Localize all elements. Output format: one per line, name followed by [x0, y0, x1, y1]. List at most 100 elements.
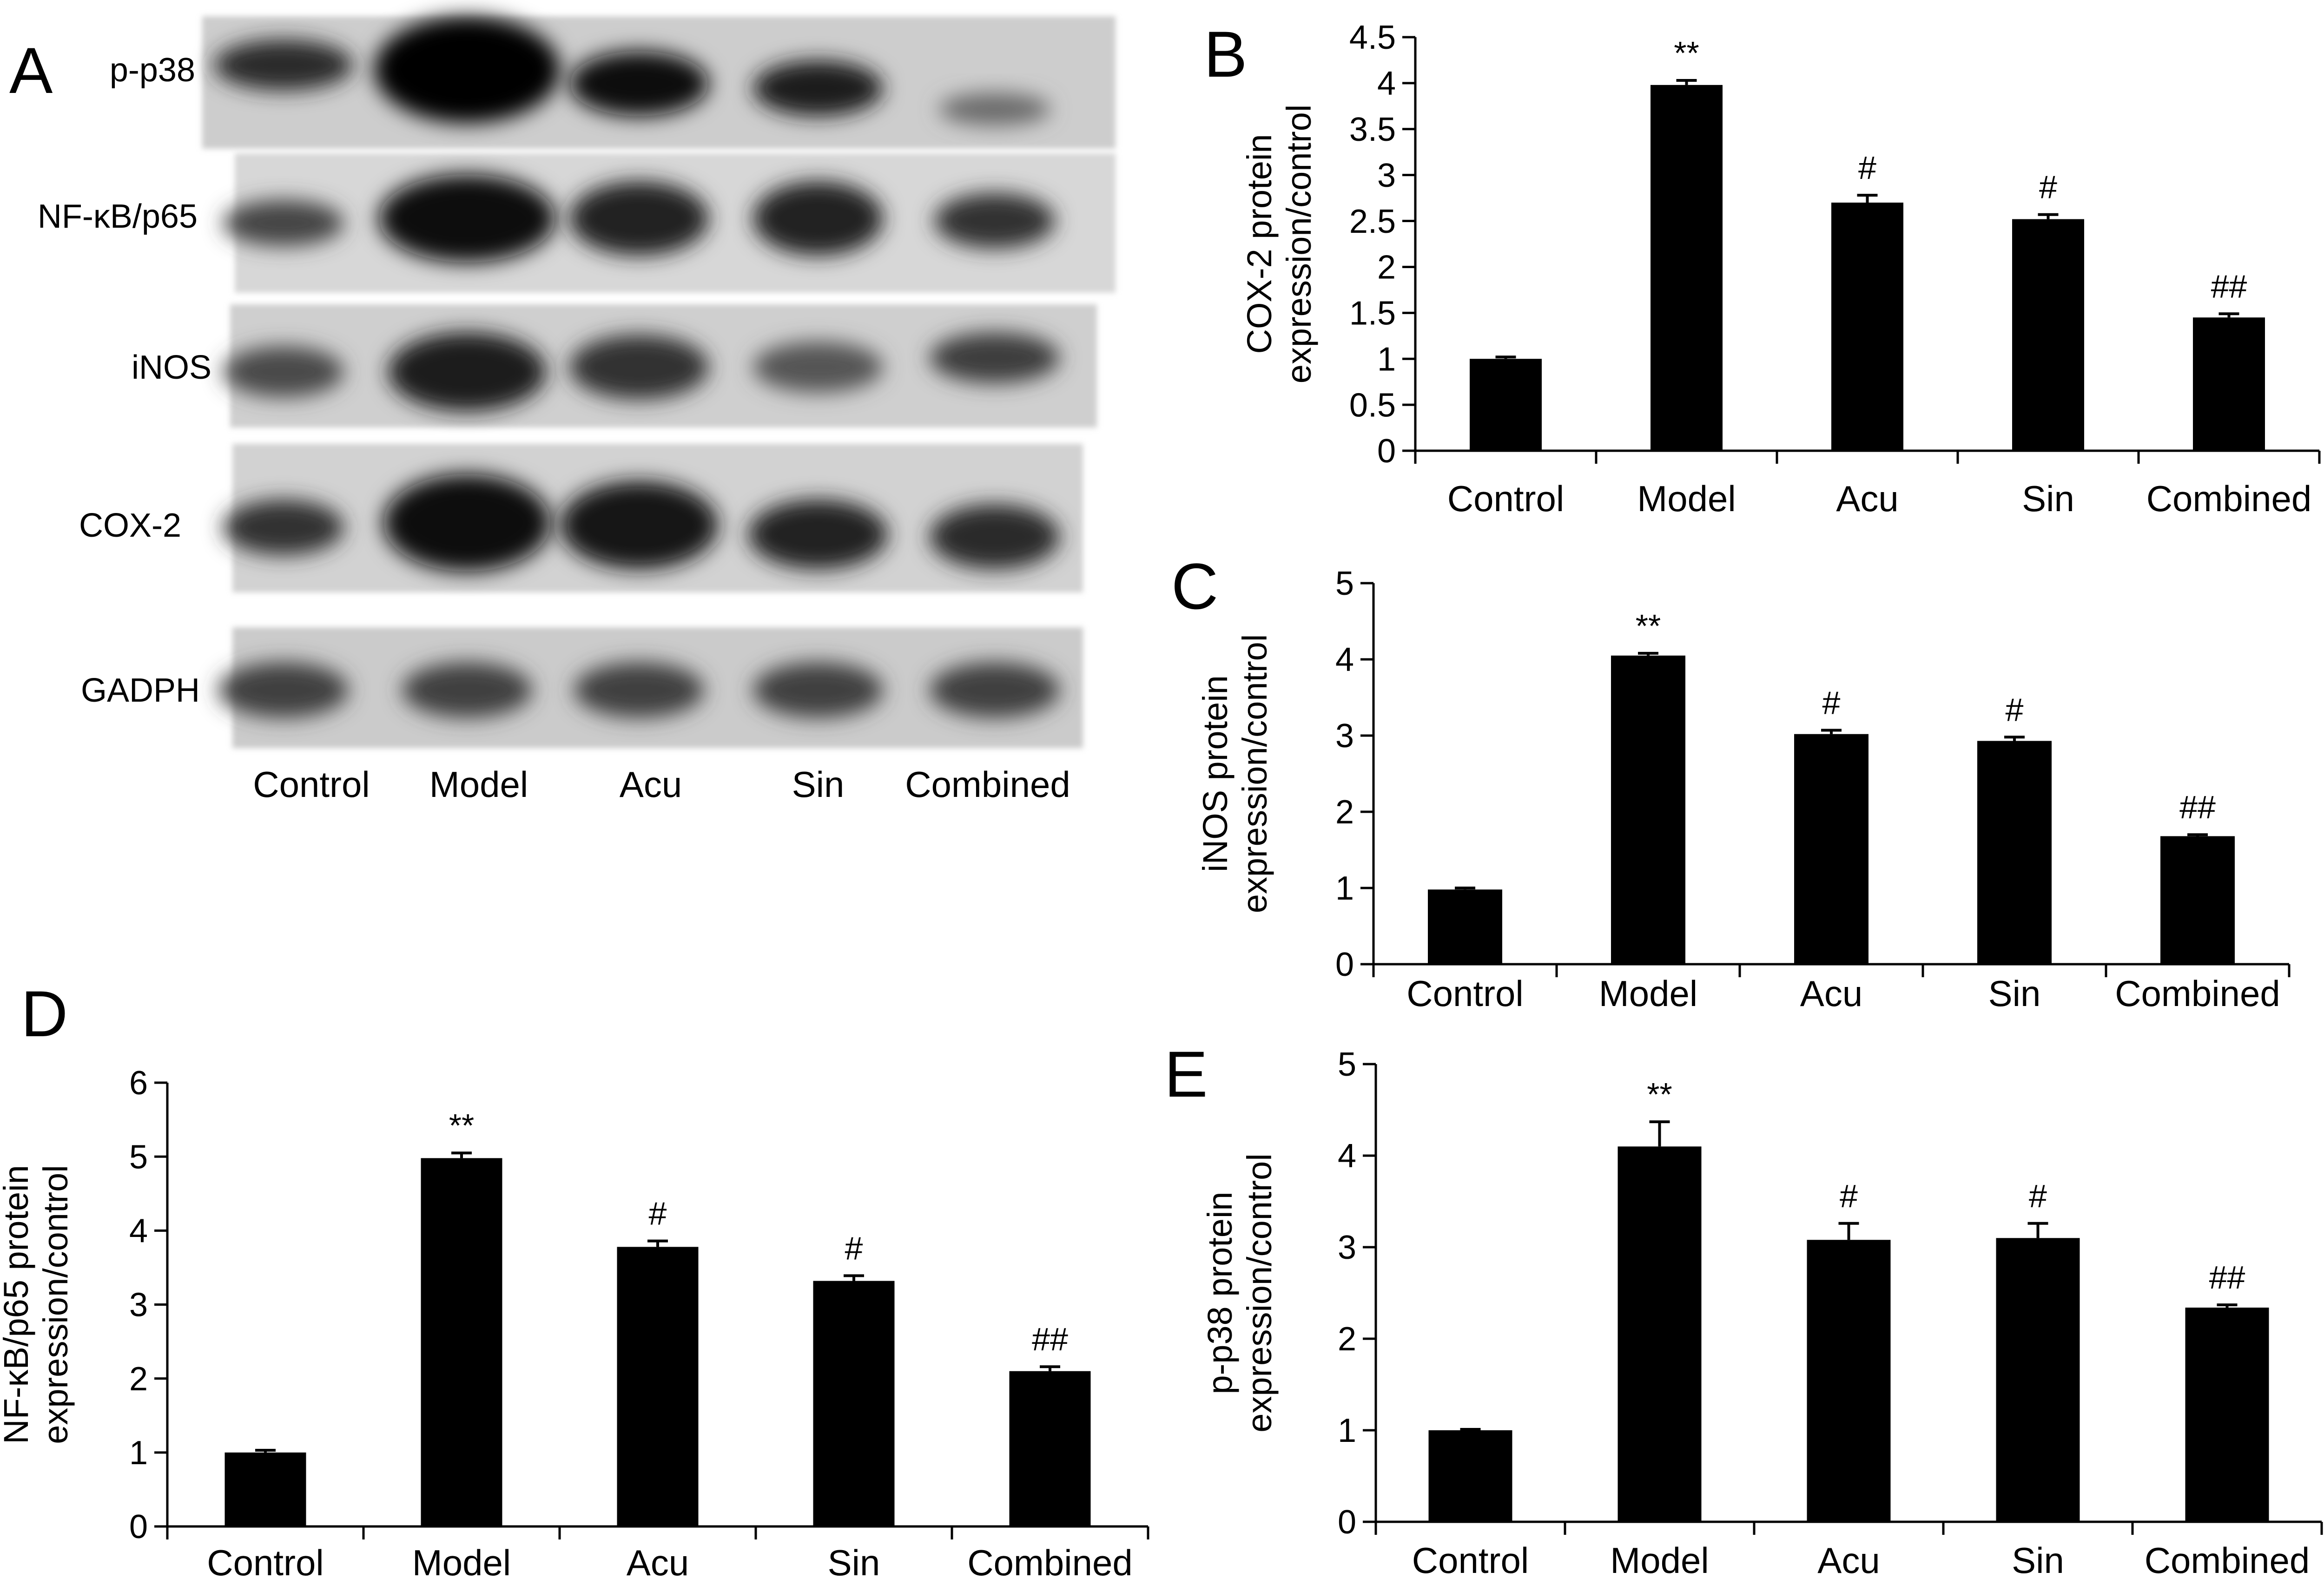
- chart-c-inos: 0 1 2 3 4 5 Control ** Model # Acu # Sin ## Combined iN…: [1196, 565, 2291, 1014]
- panel-letter-e: E: [1164, 1038, 1208, 1111]
- chart-b-bar-combined: [2193, 317, 2265, 451]
- chart-b-significance-label: #: [2039, 169, 2057, 205]
- panel-letter-b: B: [1204, 18, 1247, 91]
- chart-d-bar-acu: [617, 1247, 699, 1526]
- chart-c-significance-label: **: [1636, 608, 1661, 644]
- chart-d-y-axis-label: expression/control: [36, 1165, 75, 1444]
- chart-e-p-p38: 0 1 2 3 4 5 Control ** Model # Acu # Sin ## Combined p-…: [1201, 1046, 2323, 1581]
- blot-lane-sin: Sin: [792, 764, 845, 805]
- chart-d-y-tick-label: 3: [129, 1287, 148, 1324]
- chart-e-x-tick-label: Model: [1610, 1540, 1709, 1581]
- chart-e-y-tick-label: 3: [1338, 1229, 1356, 1266]
- chart-c-x-tick-label: Sin: [1988, 973, 2041, 1014]
- chart-b-y-tick-label: 2: [1377, 249, 1396, 286]
- chart-e-x-tick-label: Sin: [2012, 1540, 2064, 1581]
- blot-lane-acu: Acu: [620, 764, 682, 805]
- chart-b-bar-acu: [1831, 203, 1903, 451]
- blot-label-cox-2: COX-2: [79, 507, 181, 544]
- chart-b-x-tick-label: Combined: [2146, 478, 2312, 519]
- blot-row-gadph: [218, 627, 1083, 748]
- chart-e-x-tick-label: Combined: [2145, 1540, 2310, 1581]
- chart-b-y-tick-label: 4: [1377, 65, 1396, 102]
- chart-d-significance-label: #: [845, 1230, 863, 1266]
- chart-e-y-tick-label: 2: [1338, 1321, 1356, 1358]
- chart-e-significance-label: #: [2029, 1178, 2047, 1214]
- chart-b-x-tick-label: Control: [1447, 478, 1564, 519]
- chart-c-x-tick-label: Combined: [2115, 973, 2280, 1014]
- chart-b-y-tick-label: 3: [1377, 157, 1396, 194]
- blot-label-p-p38: p-p38: [110, 52, 195, 89]
- chart-c-y-axis-label: expression/control: [1235, 634, 1274, 914]
- chart-c-bar-model: [1611, 655, 1685, 964]
- chart-b-bar-model: [1651, 85, 1723, 451]
- blot-row-cox-2: [223, 444, 1083, 592]
- chart-b-significance-label: **: [1674, 35, 1699, 71]
- blot-row-p-p38: [202, 16, 1116, 149]
- chart-c-x-tick-label: Model: [1599, 973, 1697, 1014]
- chart-d-y-axis-label: NF-κB/p65 protein: [0, 1165, 35, 1444]
- panel-letter-a: A: [9, 34, 53, 107]
- chart-c-y-tick-label: 3: [1335, 717, 1354, 755]
- chart-b-x-tick-label: Acu: [1836, 478, 1898, 519]
- chart-b-y-axis-label: expression/control: [1280, 105, 1318, 384]
- chart-e-bar-combined: [2185, 1308, 2269, 1522]
- chart-b-cox2: 0 0.5 1 1.5 2 2.5 3 3.5 4 4.5 Control ** Model # Acu # S…: [1240, 19, 2321, 519]
- chart-e-significance-label: #: [1840, 1178, 1858, 1214]
- chart-e-y-axis-label: p-p38 protein: [1201, 1191, 1239, 1394]
- chart-b-y-tick-label: 0.5: [1349, 387, 1396, 424]
- chart-d-y-tick-label: 2: [129, 1361, 148, 1398]
- chart-d-bar-model: [421, 1158, 502, 1526]
- chart-d-x-tick-label: Sin: [828, 1542, 880, 1583]
- panel-letter-d: D: [21, 977, 68, 1050]
- chart-d-y-tick-label: 6: [129, 1065, 148, 1102]
- chart-e-bar-model: [1618, 1146, 1702, 1522]
- chart-c-bar-sin: [1977, 741, 2052, 964]
- chart-e-y-tick-label: 0: [1338, 1504, 1356, 1541]
- chart-e-y-tick-label: 4: [1338, 1138, 1356, 1175]
- chart-b-y-tick-label: 4.5: [1349, 19, 1396, 56]
- chart-b-y-axis-label: COX-2 protein: [1240, 134, 1279, 354]
- chart-b-y-tick-label: 3.5: [1349, 111, 1396, 148]
- chart-c-y-axis-label: iNOS protein: [1196, 675, 1235, 872]
- chart-c-significance-label: ##: [2179, 789, 2216, 825]
- chart-b-significance-label: #: [1858, 150, 1876, 186]
- chart-b-significance-label: ##: [2211, 268, 2247, 304]
- chart-d-x-tick-label: Combined: [967, 1542, 1133, 1583]
- chart-e-bar-acu: [1807, 1240, 1891, 1522]
- chart-e-x-tick-label: Control: [1412, 1540, 1529, 1581]
- chart-c-y-tick-label: 5: [1335, 565, 1354, 602]
- blot-label-nf-kb-p65: NF-κB/p65: [38, 198, 198, 235]
- chart-d-x-tick-label: Acu: [627, 1542, 689, 1583]
- chart-b-y-tick-label: 0: [1377, 433, 1396, 470]
- chart-e-bar-control: [1428, 1430, 1512, 1522]
- chart-d-significance-label: **: [449, 1107, 474, 1144]
- chart-c-x-tick-label: Acu: [1800, 973, 1862, 1014]
- chart-d-significance-label: ##: [1032, 1321, 1068, 1357]
- chart-d-significance-label: #: [649, 1196, 667, 1232]
- blot-label-inos: iNOS: [132, 349, 211, 386]
- panel-letter-c: C: [1171, 550, 1218, 623]
- chart-b-x-tick-label: Sin: [2022, 478, 2074, 519]
- chart-c-y-tick-label: 4: [1335, 641, 1354, 678]
- western-blot-panel: p-p38 NF-κB/p65 iNOS COX-2 GADPH Control…: [38, 16, 1116, 805]
- blot-label-gadph: GADPH: [81, 672, 200, 709]
- chart-e-y-tick-label: 1: [1338, 1412, 1356, 1449]
- blot-row-nf-kb-p65: [223, 153, 1116, 293]
- chart-c-x-tick-label: Control: [1406, 973, 1523, 1014]
- blot-lane-model: Model: [429, 764, 528, 805]
- chart-b-bar-sin: [2012, 219, 2084, 451]
- chart-e-significance-label: **: [1647, 1076, 1672, 1112]
- chart-d-bar-combined: [1009, 1371, 1091, 1526]
- chart-c-bar-acu: [1794, 734, 1868, 964]
- chart-c-y-tick-label: 2: [1335, 794, 1354, 831]
- blot-lane-combined: Combined: [905, 764, 1070, 805]
- chart-e-y-tick-label: 5: [1338, 1046, 1356, 1083]
- chart-d-x-tick-label: Control: [207, 1542, 324, 1583]
- chart-b-y-tick-label: 1: [1377, 341, 1396, 378]
- chart-d-nfkb-p65: 0 1 2 3 4 5 6 Control ** Model # Acu # Sin ## Combined N…: [0, 1065, 1149, 1583]
- chart-b-y-tick-label: 1.5: [1349, 295, 1396, 332]
- chart-c-bar-control: [1428, 889, 1502, 964]
- chart-c-y-tick-label: 1: [1335, 870, 1354, 907]
- blot-row-inos: [223, 304, 1097, 427]
